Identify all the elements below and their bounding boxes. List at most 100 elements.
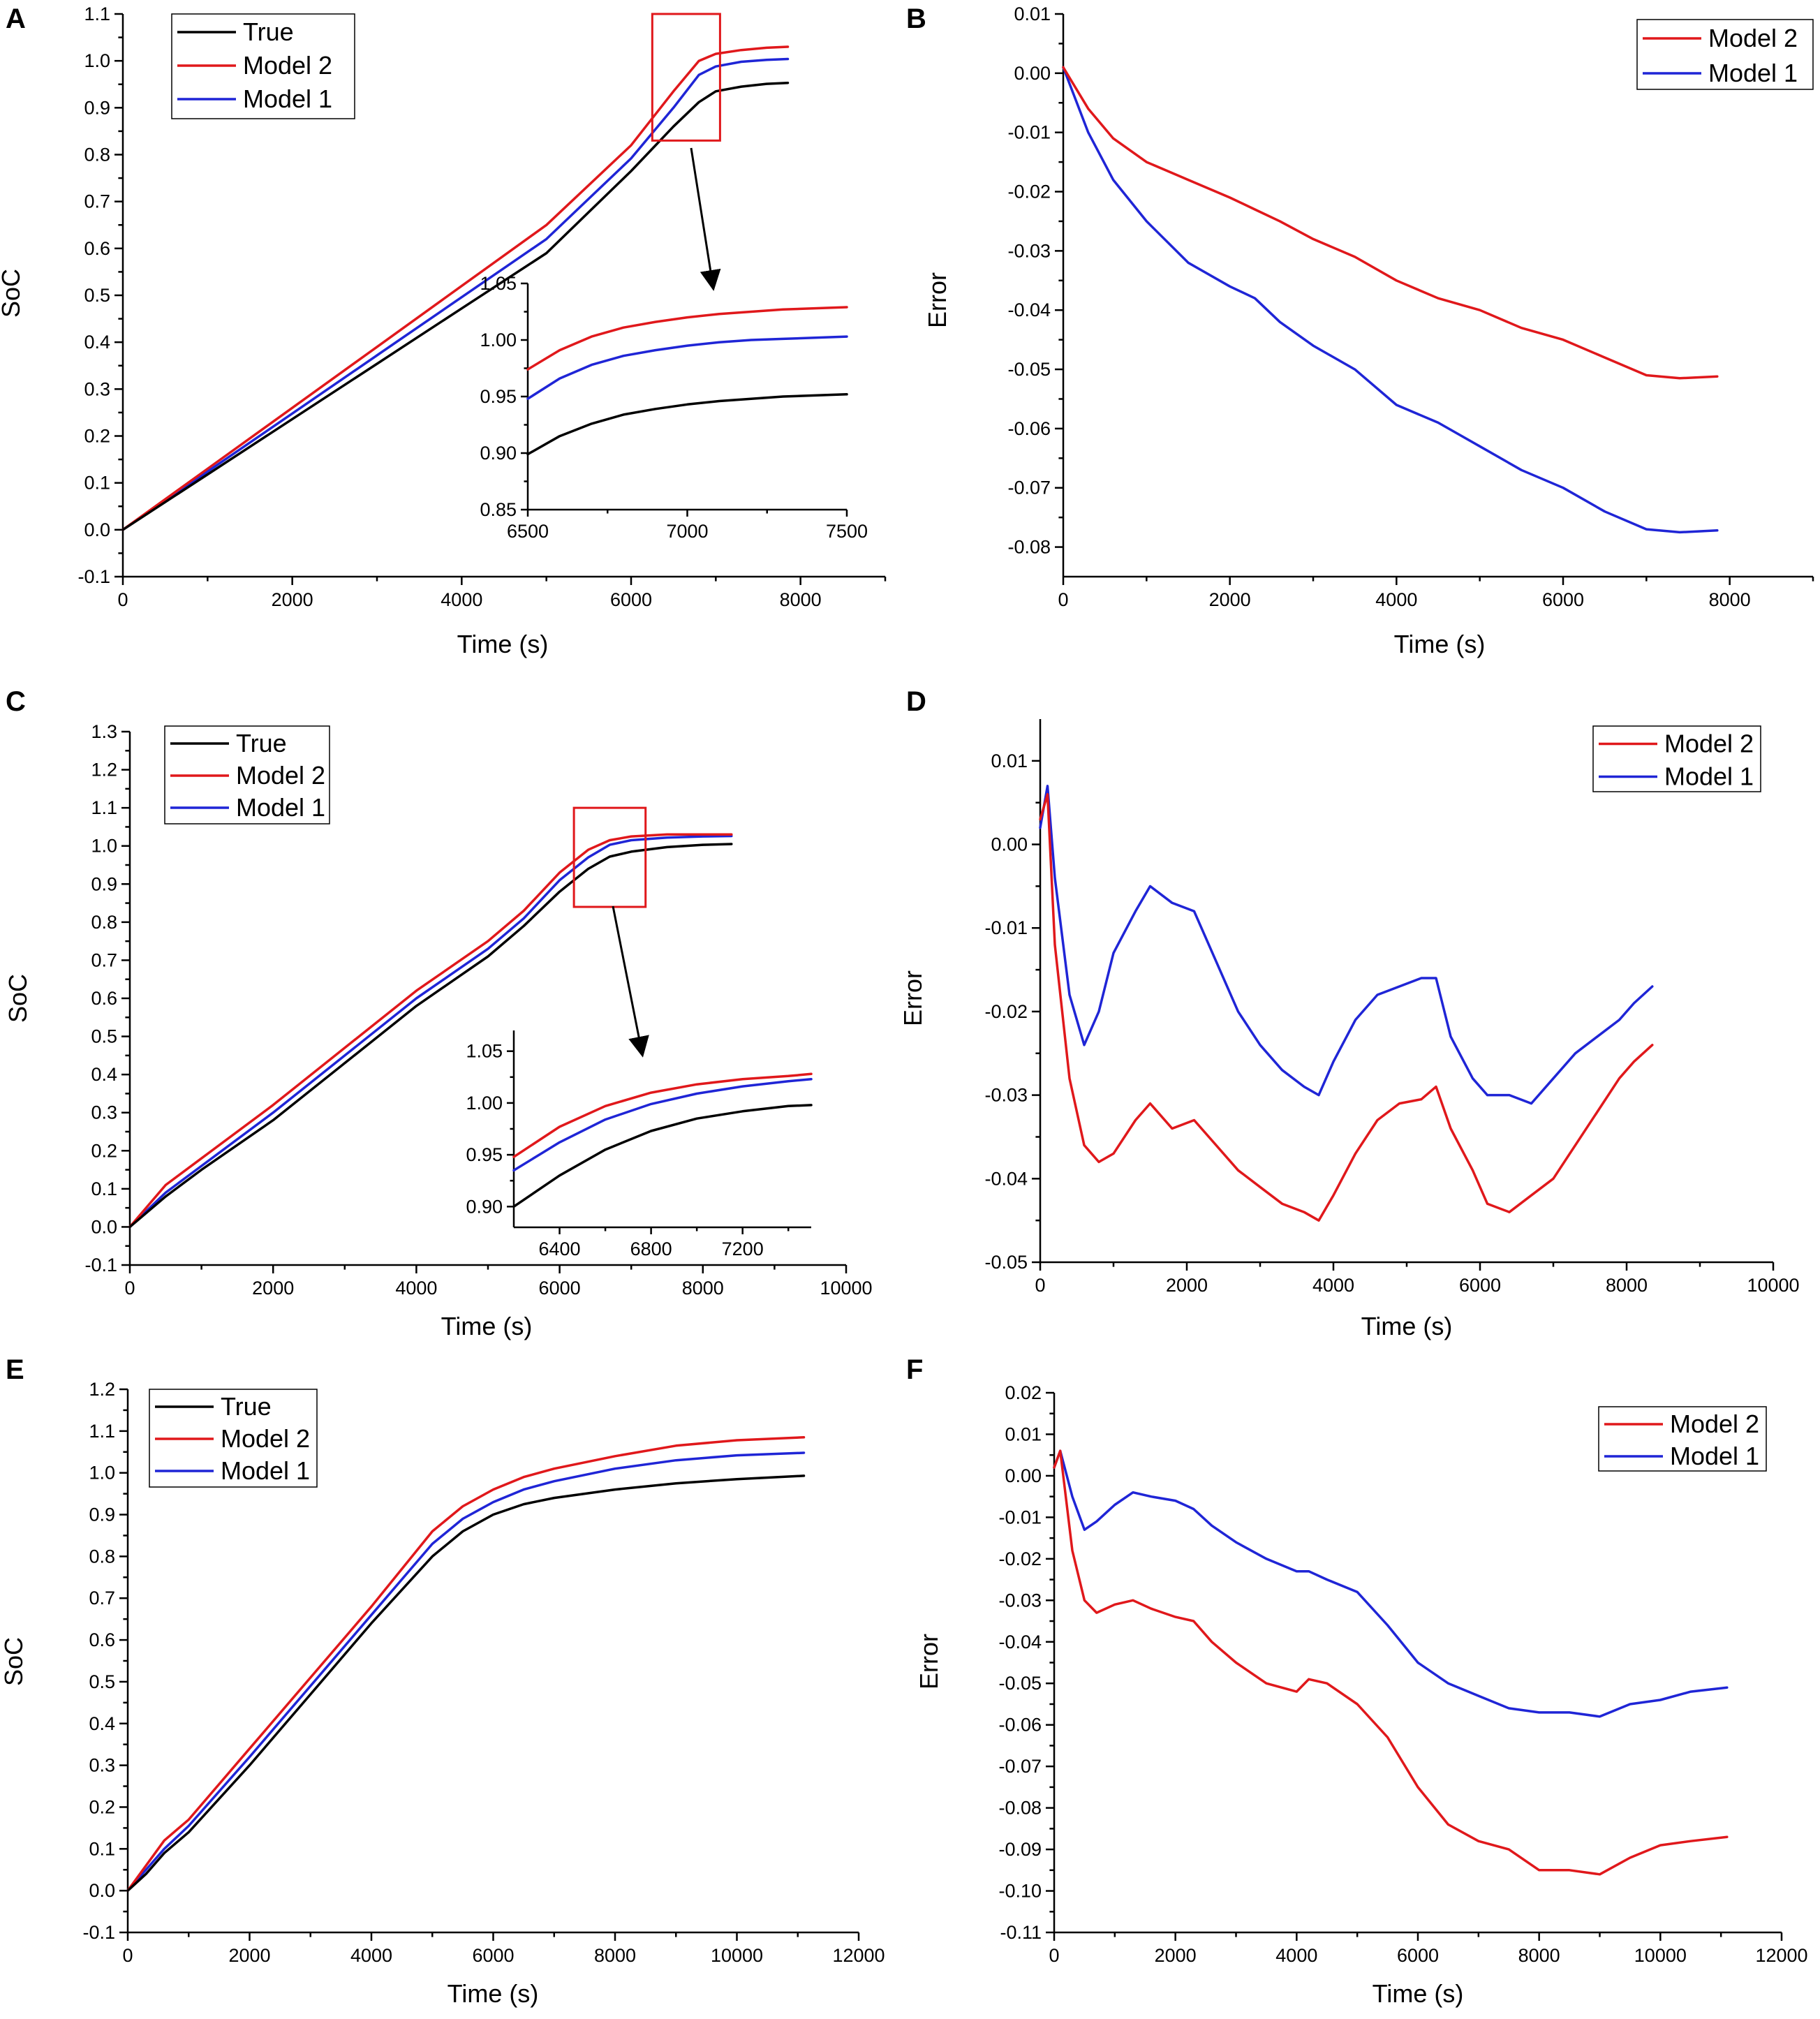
x-axis-label: Time (s) xyxy=(1394,630,1486,658)
inset-y-tick-label: 1.05 xyxy=(480,273,517,294)
legend-entry: Model 1 xyxy=(236,793,325,822)
x-tick-label: 2000 xyxy=(1209,589,1251,610)
x-tick-label: 8000 xyxy=(594,1945,636,1966)
legend-entry: Model 1 xyxy=(1664,762,1754,791)
panel-letter: C xyxy=(6,686,26,717)
series-line-model-2 xyxy=(1039,792,1654,1222)
legend-entry: True xyxy=(236,729,287,757)
y-tick-label: 0.5 xyxy=(89,1671,115,1692)
panel-f: F 0 2000 4000 6000 8000 10000 12000 0.02 0.01 0.00… xyxy=(906,1354,1808,2008)
y-tick-label: 0.2 xyxy=(89,1796,115,1817)
y-tick-label: 0.00 xyxy=(991,834,1028,855)
x-axis-label: Time (s) xyxy=(1361,1312,1453,1340)
y-tick-label: -0.1 xyxy=(84,1255,117,1275)
y-tick-label: 1.3 xyxy=(91,721,117,742)
x-tick-label: 6000 xyxy=(1397,1945,1439,1966)
legend: True Model 2 Model 1 xyxy=(171,13,355,119)
y-axis-label: Error xyxy=(898,970,927,1026)
y-tick-label: 0.2 xyxy=(91,1140,117,1161)
x-tick-label: 6000 xyxy=(539,1278,581,1299)
y-tick-label: 0.9 xyxy=(89,1504,115,1525)
y-axis-label: SoC xyxy=(0,1637,28,1686)
y-tick-label: -0.1 xyxy=(82,1922,115,1943)
inset-series-line-model-1 xyxy=(512,1078,813,1172)
inset-x-tick-label: 7200 xyxy=(722,1238,764,1259)
panel-letter: B xyxy=(906,3,926,34)
y-tick-label: 0.8 xyxy=(84,145,110,165)
legend: Model 2 Model 1 xyxy=(1598,1406,1767,1472)
panel-b: B 0 2000 4000 6000 8000 0.01 0.00 -0.01 -0.02 -0.0… xyxy=(906,3,1814,658)
x-tick-label: 0 xyxy=(122,1945,133,1966)
y-tick-label: 1.1 xyxy=(84,3,110,24)
legend-frame xyxy=(1592,725,1761,792)
legend-entry: Model 2 xyxy=(1664,730,1754,758)
series-line-model-2 xyxy=(128,833,733,1229)
inset-series-line-model-1 xyxy=(526,335,848,400)
y-tick-label: -0.01 xyxy=(998,1507,1042,1528)
x-tick-label: 8000 xyxy=(1606,1275,1648,1296)
y-tick-label: 1.0 xyxy=(89,1463,115,1484)
x-tick-label: 0 xyxy=(1049,1945,1059,1966)
y-tick-label: 1.2 xyxy=(89,1379,115,1400)
y-tick-label: 1.0 xyxy=(91,836,117,857)
y-tick-label: -0.01 xyxy=(1007,122,1051,143)
y-tick-label: -0.08 xyxy=(1007,537,1051,558)
x-tick-label: 6000 xyxy=(610,589,652,610)
y-tick-label: -0.04 xyxy=(984,1168,1028,1189)
x-tick-label: 6000 xyxy=(472,1945,514,1966)
x-axis-label: Time (s) xyxy=(447,1979,539,2008)
legend-entry: Model 2 xyxy=(243,51,332,80)
x-tick-label: 8000 xyxy=(780,589,822,610)
zoom-box xyxy=(651,13,721,142)
legend: Model 2 Model 1 xyxy=(1592,725,1761,792)
y-tick-label: 0.00 xyxy=(1005,1465,1042,1486)
inset-series-line-true xyxy=(512,1104,813,1208)
y-axis-label: Error xyxy=(915,1634,943,1689)
y-tick-label: -0.02 xyxy=(998,1548,1042,1569)
y-tick-label: -0.07 xyxy=(1007,478,1051,498)
legend-entry: Model 1 xyxy=(221,1456,310,1485)
panel-letter: E xyxy=(6,1354,24,1385)
y-tick-label: 0.0 xyxy=(91,1216,117,1237)
x-tick-label: 10000 xyxy=(1747,1275,1799,1296)
y-tick-label: 0.1 xyxy=(89,1838,115,1859)
panel-a: A 0 2000 4000 6000 8000 -0.1 0.0 0.1 0.2 0.3 0.4 0.5… xyxy=(0,3,887,658)
y-tick-label: 0.1 xyxy=(84,473,110,494)
y-tick-label: 0.9 xyxy=(84,97,110,118)
x-tick-label: 4000 xyxy=(1312,1275,1354,1296)
legend-entry: Model 2 xyxy=(1670,1410,1759,1438)
panel-d: D 0 2000 4000 6000 8000 10000 0.01 0.00 -0.01 -0.0… xyxy=(898,686,1800,1340)
x-tick-label: 6000 xyxy=(1459,1275,1501,1296)
y-tick-label: 0.02 xyxy=(1005,1382,1042,1403)
y-tick-label: 0.8 xyxy=(89,1546,115,1567)
inset-y-tick-label: 1.05 xyxy=(466,1041,503,1062)
series-line-true xyxy=(121,81,790,531)
y-tick-label: 0.6 xyxy=(84,238,110,259)
inset-y-tick-label: 0.85 xyxy=(480,499,517,520)
x-tick-label: 4000 xyxy=(1275,1945,1317,1966)
y-tick-label: 0.3 xyxy=(91,1102,117,1123)
inset-y-tick-label: 0.95 xyxy=(466,1144,503,1165)
x-tick-label: 10000 xyxy=(711,1945,763,1966)
series-line-model-1 xyxy=(121,57,790,531)
y-tick-label: 0.01 xyxy=(991,750,1028,771)
y-tick-label: -0.05 xyxy=(984,1252,1028,1273)
x-tick-label: 0 xyxy=(117,589,128,610)
inset-y-tick-label: 1.00 xyxy=(480,330,517,350)
panel-letter: A xyxy=(6,3,26,34)
y-tick-label: 0.01 xyxy=(1005,1423,1042,1444)
y-tick-label: -0.02 xyxy=(984,1001,1028,1022)
y-tick-label: -0.06 xyxy=(998,1715,1042,1736)
y-tick-label: -0.01 xyxy=(984,917,1028,938)
series-line-model-1 xyxy=(126,1451,806,1892)
x-tick-label: 12000 xyxy=(832,1945,885,1966)
x-tick-label: 2000 xyxy=(1166,1275,1208,1296)
y-axis-label: SoC xyxy=(3,974,32,1023)
y-tick-label: 1.0 xyxy=(84,50,110,71)
x-axis-label: Time (s) xyxy=(441,1312,533,1340)
legend-entry: True xyxy=(243,17,294,46)
inset-x-tick-label: 6400 xyxy=(538,1238,580,1259)
y-axis-label: Error xyxy=(923,272,952,328)
y-tick-label: -0.1 xyxy=(77,566,110,587)
